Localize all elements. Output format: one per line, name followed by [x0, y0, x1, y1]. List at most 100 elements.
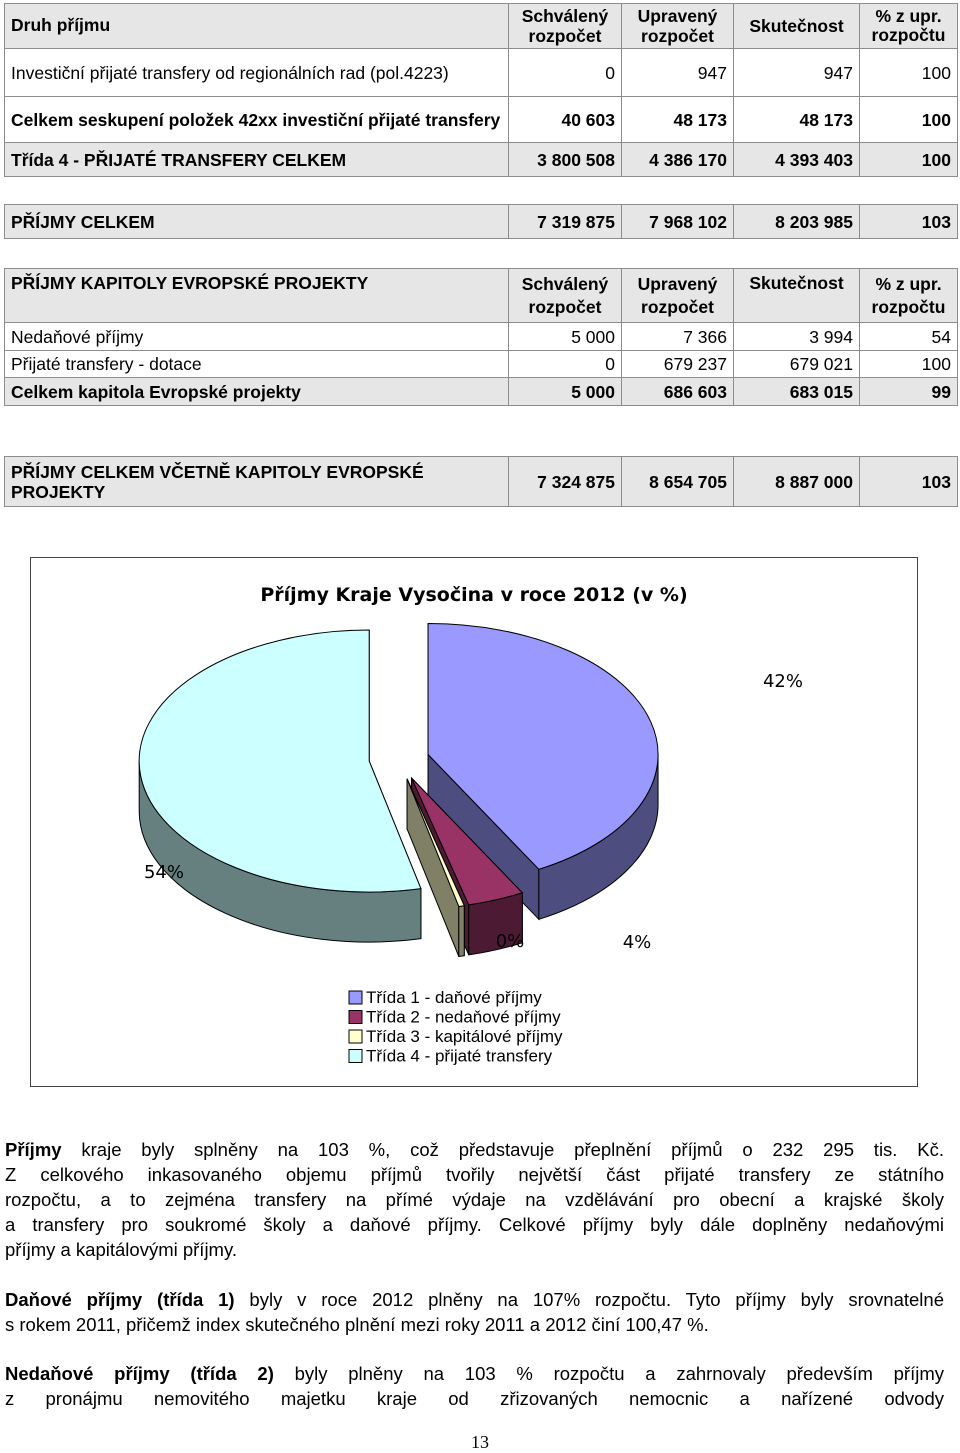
cell-percent: 100: [859, 48, 958, 97]
cell-actual: 8 887 000: [733, 456, 860, 507]
row-label: PŘÍJMY CELKEM VČETNĚ KAPITOLY EVROPSKÉ P…: [4, 456, 509, 507]
cell-actual: 679 021: [733, 350, 860, 378]
header-approved: Schválený rozpočet: [508, 3, 622, 49]
eu-projects-table: PŘÍJMY KAPITOLY EVROPSKÉ PROJEKTY Schvál…: [4, 268, 958, 406]
paragraph-line: rozpočtu, a to zejména transfery na přím…: [5, 1189, 944, 1210]
income-pie-chart: Příjmy Kraje Vysočina v roce 2012 (v %) 4…: [30, 557, 918, 1087]
cell-approved: 3 800 508: [508, 142, 622, 177]
cell-actual: 947: [733, 48, 860, 97]
income-table-transfers: Druh příjmu Schválený rozpočet Upravený …: [4, 3, 958, 177]
cell-approved: 40 603: [508, 96, 622, 143]
table-total-row: PŘÍJMY CELKEM 7 319 875 7 968 102 8 203 …: [4, 204, 958, 239]
header-adjusted: Upravený rozpočet: [621, 268, 734, 323]
row-label: Investiční přijaté transfery od regionál…: [4, 48, 509, 97]
pie-data-label: 0%: [496, 931, 525, 952]
table-row: Celkem seskupení položek 42xx investiční…: [4, 96, 958, 143]
page-number: 13: [471, 1432, 489, 1452]
header-percent: % z upr. rozpočtu: [859, 268, 958, 323]
table-row: Přijaté transfery - dotace 0 679 237 679…: [4, 350, 958, 378]
cell-approved: 7 319 875: [508, 204, 622, 239]
cell-percent: 100: [859, 96, 958, 143]
cell-percent: 99: [859, 377, 958, 406]
row-label: PŘÍJMY CELKEM: [4, 204, 509, 239]
table-total-row: PŘÍJMY CELKEM VČETNĚ KAPITOLY EVROPSKÉ P…: [4, 456, 958, 507]
row-label: Nedaňové příjmy: [4, 322, 509, 351]
pie-slice-side: [458, 905, 465, 958]
row-label: Celkem kapitola Evropské projekty: [4, 377, 509, 406]
cell-actual: 683 015: [733, 377, 860, 406]
legend-swatch: [348, 1010, 363, 1024]
cell-actual: 8 203 985: [733, 204, 860, 239]
pie-data-label: 54%: [144, 862, 184, 883]
pie-slice: [427, 623, 659, 870]
paragraph-line: z pronájmu nemovitého majetku kraje od z…: [5, 1388, 944, 1409]
cell-adjusted: 8 654 705: [621, 456, 734, 507]
header-label: Druh příjmu: [4, 3, 509, 49]
legend-swatch: [348, 1049, 363, 1063]
pie-data-label: 42%: [763, 671, 803, 692]
legend-label: Třída 4 - přijaté transfery: [366, 1047, 553, 1066]
legend-label: Třída 2 - nedaňové příjmy: [366, 1008, 561, 1027]
pie-tops: [138, 623, 659, 908]
income-total-incl-eu-table: PŘÍJMY CELKEM VČETNĚ KAPITOLY EVROPSKÉ P…: [4, 456, 958, 507]
legend-label: Třída 1 - daňové příjmy: [366, 988, 542, 1007]
pie-data-label: 4%: [623, 932, 652, 953]
cell-percent: 100: [859, 350, 958, 378]
cell-adjusted: 7 366: [621, 322, 734, 351]
row-label: Třída 4 - PŘIJATÉ TRANSFERY CELKEM: [4, 142, 509, 177]
cell-actual: 3 994: [733, 322, 860, 351]
table-row: Investiční přijaté transfery od regionál…: [4, 48, 958, 97]
cell-percent: 100: [859, 142, 958, 177]
cell-adjusted: 4 386 170: [621, 142, 734, 177]
table-header-row: Druh příjmu Schválený rozpočet Upravený …: [4, 3, 958, 49]
paragraph-income-summary: Příjmy kraje byly splněny na 103 %, což …: [5, 1137, 944, 1262]
cell-actual: 48 173: [733, 96, 860, 143]
income-total-table: PŘÍJMY CELKEM 7 319 875 7 968 102 8 203 …: [4, 204, 958, 239]
cell-adjusted: 48 173: [621, 96, 734, 143]
header-adjusted: Upravený rozpočet: [621, 3, 734, 49]
row-label: Celkem seskupení položek 42xx investiční…: [4, 96, 509, 143]
header-label: PŘÍJMY KAPITOLY EVROPSKÉ PROJEKTY: [4, 268, 509, 323]
legend-label: Třída 3 - kapitálové příjmy: [366, 1027, 563, 1046]
table-row: Nedaňové příjmy 5 000 7 366 3 994 54: [4, 322, 958, 351]
paragraph-bold-lead: Daňové příjmy (třída 1): [5, 1289, 235, 1310]
cell-approved: 5 000: [508, 377, 622, 406]
cell-percent: 54: [859, 322, 958, 351]
cell-percent: 103: [859, 204, 958, 239]
cell-adjusted: 679 237: [621, 350, 734, 378]
cell-percent: 103: [859, 456, 958, 507]
cell-approved: 7 324 875: [508, 456, 622, 507]
table-total-row: Třída 4 - PŘIJATÉ TRANSFERY CELKEM 3 800…: [4, 142, 958, 177]
paragraph-bold-lead: Nedaňové příjmy (třída 2): [5, 1363, 274, 1384]
cell-adjusted: 7 968 102: [621, 204, 734, 239]
header-actual: Skutečnost: [733, 268, 860, 323]
cell-actual: 4 393 403: [733, 142, 860, 177]
cell-approved: 5 000: [508, 322, 622, 351]
paragraph-line: s rokem 2011, přičemž index skutečného p…: [5, 1314, 709, 1335]
paragraph-line: Daňové příjmy (třída 1) byly v roce 2012…: [5, 1289, 944, 1310]
pie-chart-svg: Příjmy Kraje Vysočina v roce 2012 (v %) 4…: [138, 584, 803, 1070]
cell-adjusted: 947: [621, 48, 734, 97]
legend-swatch: [348, 990, 363, 1005]
paragraph-tax-income: Daňové příjmy (třída 1) byly v roce 2012…: [5, 1287, 944, 1337]
cell-approved: 0: [508, 48, 622, 97]
header-actual: Skutečnost: [733, 3, 860, 49]
paragraph-bold-lead: Příjmy: [5, 1139, 62, 1160]
paragraph-line: Z celkového inkasovaného objemu příjmů t…: [5, 1164, 944, 1185]
legend-box: [340, 986, 617, 1070]
header-percent: % z upr. rozpočtu: [859, 3, 958, 49]
pie-slice: [411, 777, 524, 906]
pie-slice: [406, 778, 465, 908]
row-label: Přijaté transfery - dotace: [4, 350, 509, 378]
paragraph-line: a transfery pro soukromé školy a daňové …: [5, 1214, 944, 1235]
header-approved: Schválený rozpočet: [508, 268, 622, 323]
chart-title: Příjmy Kraje Vysočina v roce 2012 (v %): [260, 584, 687, 606]
cell-approved: 0: [508, 350, 622, 378]
paragraph-line: příjmy a kapitálovými příjmy.: [5, 1239, 237, 1260]
pie-slice: [138, 629, 422, 893]
table-total-row: Celkem kapitola Evropské projekty 5 000 …: [4, 377, 958, 406]
paragraph-line: Příjmy kraje byly splněny na 103 %, což …: [5, 1139, 944, 1160]
paragraph-line: Nedaňové příjmy (třída 2) byly plněny na…: [5, 1363, 944, 1384]
paragraph-nontax-income: Nedaňové příjmy (třída 2) byly plněny na…: [5, 1361, 944, 1411]
